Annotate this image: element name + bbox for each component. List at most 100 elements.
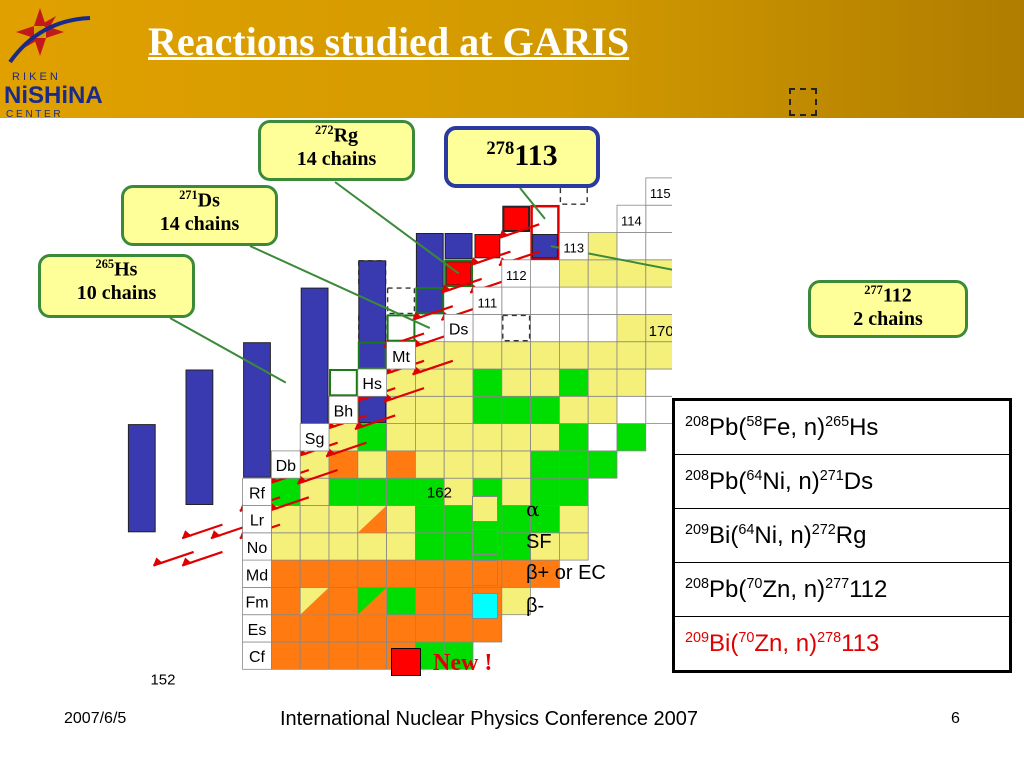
chart-cell	[328, 532, 359, 561]
chart-cell	[414, 532, 445, 561]
chart-cell	[328, 587, 359, 616]
chart-cell	[414, 614, 445, 643]
chart-cell	[414, 587, 445, 616]
reaction-mass-number: 58	[746, 413, 763, 430]
decay-arrowhead	[470, 257, 481, 266]
chart-cell	[443, 423, 474, 452]
chart-cell	[501, 587, 531, 616]
reaction-mass-number: 277	[825, 575, 850, 592]
element-label: No	[247, 540, 268, 557]
decay-arrowhead	[412, 311, 423, 320]
chain-member-outline	[357, 341, 387, 370]
callout-277-symbol: 112	[882, 284, 912, 307]
reaction-text: 112	[849, 575, 888, 603]
chart-cell	[414, 477, 445, 506]
element-label: Cf	[249, 649, 266, 666]
chart-cell	[386, 505, 416, 534]
chart-cell	[328, 505, 359, 534]
chart-cell	[328, 450, 359, 479]
chart-cell	[299, 505, 330, 534]
chart-cell-half	[357, 505, 387, 533]
chart-cell	[501, 368, 531, 397]
element-label: Es	[248, 622, 267, 639]
legend-swatch-beta-minus	[472, 593, 498, 619]
reaction-text: Fe, n)	[762, 413, 826, 441]
chart-cell	[559, 313, 589, 343]
chart-cell	[414, 395, 445, 424]
chart-cell	[645, 232, 672, 261]
chart-cell	[472, 341, 503, 370]
chart-cell	[472, 368, 503, 397]
reaction-mass-number: 208	[685, 575, 710, 592]
chart-cell	[501, 395, 531, 424]
reaction-mass-number: 209	[685, 629, 710, 646]
chart-cell	[587, 368, 618, 397]
chart-cell	[616, 368, 647, 397]
chart-cell	[501, 559, 531, 588]
chart-cell	[645, 341, 672, 370]
callout-pointer-line	[249, 245, 431, 329]
decay-arrowhead	[182, 530, 193, 539]
chart-cell	[472, 450, 503, 479]
chart-cell	[559, 423, 589, 452]
chart-cell	[414, 505, 445, 534]
element-label: Md	[246, 567, 268, 584]
legend-label-beta-minus: β-	[526, 594, 545, 617]
callout-272rg: 272Rg 14 chains	[258, 120, 415, 181]
chart-cell	[530, 368, 560, 397]
legend-label-alpha: α	[526, 497, 540, 521]
element-label-cell	[443, 313, 474, 343]
callout-pointer-line	[550, 245, 672, 271]
reaction-text: Zn, n)	[762, 575, 826, 603]
chart-cell	[616, 423, 647, 452]
element-label-cell	[242, 477, 272, 506]
chart-cell	[645, 395, 672, 424]
element-label-cell	[645, 177, 672, 206]
chart-cell	[559, 532, 589, 561]
element-label: 114	[621, 213, 642, 228]
logo-text-riken: R I K E N	[12, 71, 58, 83]
chart-cell	[357, 450, 387, 479]
callout-272rg-mass: 272	[314, 123, 334, 137]
chart-cell	[386, 532, 416, 561]
callout-265hs-chains: 10 chains	[76, 281, 157, 304]
callout-265hs-symbol: Hs	[114, 258, 138, 281]
chart-cell	[501, 450, 531, 479]
chart-cell	[559, 477, 589, 506]
reaction-text: Bi(	[709, 629, 739, 657]
callout-271ds-symbol: Ds	[197, 189, 220, 212]
element-label-cell	[270, 450, 301, 479]
chart-cell	[587, 450, 618, 479]
decay-arrowhead	[182, 557, 193, 566]
dashed-cell	[502, 314, 531, 342]
chart-cell	[587, 313, 618, 343]
chart-cell	[530, 259, 560, 288]
element-label: Bh	[334, 404, 354, 421]
chart-cell	[559, 450, 589, 479]
reaction-mass-number: 70	[746, 575, 763, 592]
chart-cell	[530, 341, 560, 370]
element-label: 113	[563, 241, 584, 256]
chart-cell	[616, 232, 647, 261]
reaction-mass-number: 278	[817, 629, 842, 646]
element-label-cell	[242, 587, 272, 616]
chart-cell	[357, 532, 387, 561]
callout-271ds: 271Ds 14 chains	[121, 185, 278, 246]
chart-cell	[414, 368, 445, 397]
reaction-mass-number: 272	[811, 521, 836, 538]
reaction-text: Pb(	[709, 467, 747, 495]
nuclide-chart: Cf Es Fm Md No Lr Rf Db Sg Bh Hs Mt Ds 111 112 113 114 11…	[127, 177, 672, 688]
decay-arrowhead	[153, 557, 164, 566]
element-label: Mt	[392, 349, 410, 366]
element-label-cell	[242, 641, 272, 670]
title-banner: R I K E N NiSHiNA C E N T E R Reactions …	[0, 0, 1024, 118]
chart-cell	[386, 587, 416, 616]
chart-cell	[270, 505, 301, 534]
chart-cell	[587, 286, 618, 315]
decay-arrowhead	[441, 284, 452, 293]
chart-cell	[443, 532, 474, 561]
reaction-mass-number: 64	[738, 521, 755, 538]
logo-text-nishina: NiSHiNA	[4, 82, 103, 109]
chart-cell	[443, 587, 474, 616]
legend-item-sf: SF	[472, 529, 552, 555]
